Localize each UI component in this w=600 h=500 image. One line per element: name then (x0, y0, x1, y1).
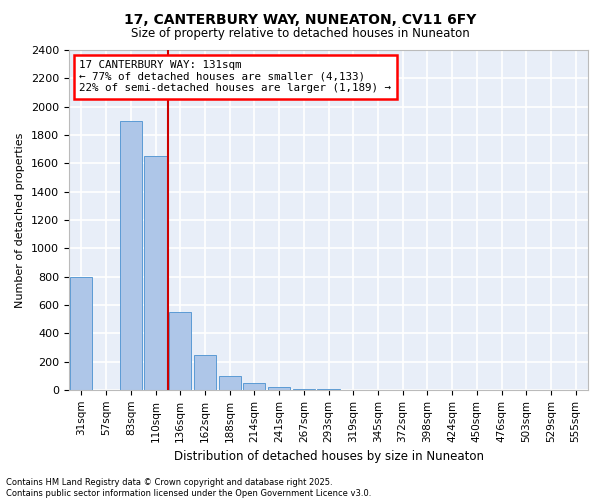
Bar (218, 376, 241, 390)
Text: 17 CANTERBURY WAY: 131sqm
← 77% of detached houses are smaller (4,133)
22% of se: 17 CANTERBURY WAY: 131sqm ← 77% of detac… (79, 60, 391, 94)
Bar (145, 156, 167, 390)
Bar (293, 388, 315, 390)
X-axis label: Distribution of detached houses by size in Nuneaton: Distribution of detached houses by size … (173, 450, 484, 463)
Bar (119, 121, 142, 390)
Text: 17, CANTERBURY WAY, NUNEATON, CV11 6FY: 17, CANTERBURY WAY, NUNEATON, CV11 6FY (124, 12, 476, 26)
Text: Size of property relative to detached houses in Nuneaton: Size of property relative to detached ho… (131, 28, 469, 40)
Y-axis label: Number of detached properties: Number of detached properties (16, 132, 25, 308)
Bar (169, 312, 191, 390)
Bar (243, 383, 265, 390)
Bar (268, 387, 290, 390)
Bar (194, 354, 216, 390)
Bar (70, 276, 92, 390)
Text: Contains HM Land Registry data © Crown copyright and database right 2025.
Contai: Contains HM Land Registry data © Crown c… (6, 478, 371, 498)
